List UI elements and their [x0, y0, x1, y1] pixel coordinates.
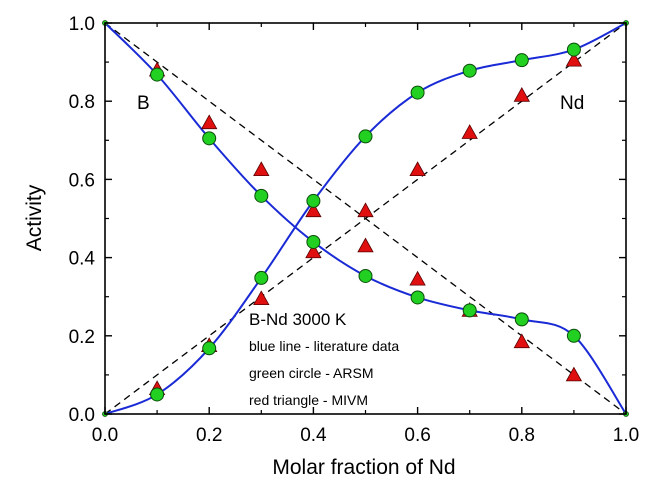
arsm-point-nd [202, 341, 217, 356]
mivm-point-b [357, 237, 374, 253]
arsm-point-b [410, 290, 425, 305]
y-tick-label: 0.6 [69, 170, 95, 191]
x-tick-label: 1.0 [613, 425, 639, 446]
arsm-point-nd [358, 129, 373, 144]
annotation-mivm: red triangle - MIVM [249, 392, 368, 408]
arsm-point-nd [410, 85, 425, 100]
mivm-point-b [201, 114, 218, 130]
mivm-point-nd [253, 290, 270, 306]
mivm-point-nd [565, 51, 583, 67]
y-tick-label: 0.8 [69, 92, 95, 113]
arsm-point-b [358, 268, 373, 283]
arsm-point-b [254, 188, 269, 203]
arsm-point-b [566, 328, 581, 343]
arsm-point-b [150, 67, 165, 82]
annotation-arsm: green circle - ARSM [249, 365, 373, 381]
arsm-point-nd [566, 42, 581, 57]
mivm-point-b [409, 270, 426, 286]
series-label-b: B [137, 93, 150, 114]
arsm-point-nd [514, 53, 529, 68]
mivm-point-nd [305, 202, 322, 218]
plot-area: 0.0 0.2 0.4 0.6 0.8 1.0 0.0 0.2 0.4 0.6 0.8 1.0 [69, 14, 640, 446]
x-axis-label: Molar fraction of Nd [272, 456, 455, 479]
series-label-nd: Nd [560, 93, 584, 114]
arsm-point-nd [306, 193, 321, 208]
mivm-point-nd [513, 87, 530, 102]
arsm-point-nd [462, 63, 477, 78]
arsm-point-b [462, 303, 477, 318]
annotation-literature: blue line - literature data [249, 338, 399, 354]
mivm-point-nd [409, 161, 426, 177]
y-tick-label: 0.4 [69, 249, 96, 270]
arsm-point-b [306, 234, 321, 249]
x-tick-label: 0.4 [300, 425, 327, 446]
arsm-point-b [514, 312, 529, 327]
mivm-point-nd [461, 124, 478, 139]
x-tick-label: 0.0 [92, 425, 118, 446]
mivm-point-b [253, 161, 270, 177]
annotation-title: B-Nd 3000 K [249, 310, 347, 329]
mivm-point-nd [357, 202, 374, 218]
mivm-point-b [513, 333, 530, 349]
x-tick-label: 0.6 [404, 425, 430, 446]
y-tick-label: 0.0 [69, 405, 95, 426]
arsm-point-nd [150, 387, 165, 402]
y-tick-label: 0.2 [69, 327, 95, 348]
mivm-point-b [565, 366, 583, 382]
mivm-point-b [305, 243, 322, 259]
y-tick-label: 1.0 [69, 14, 95, 35]
arsm-point-b [202, 131, 217, 146]
x-tick-label: 0.2 [196, 425, 222, 446]
y-axis-label: Activity [23, 184, 46, 251]
arsm-point-nd [254, 270, 269, 285]
ideal-line-nd [104, 22, 627, 415]
x-tick-label: 0.8 [509, 425, 535, 446]
